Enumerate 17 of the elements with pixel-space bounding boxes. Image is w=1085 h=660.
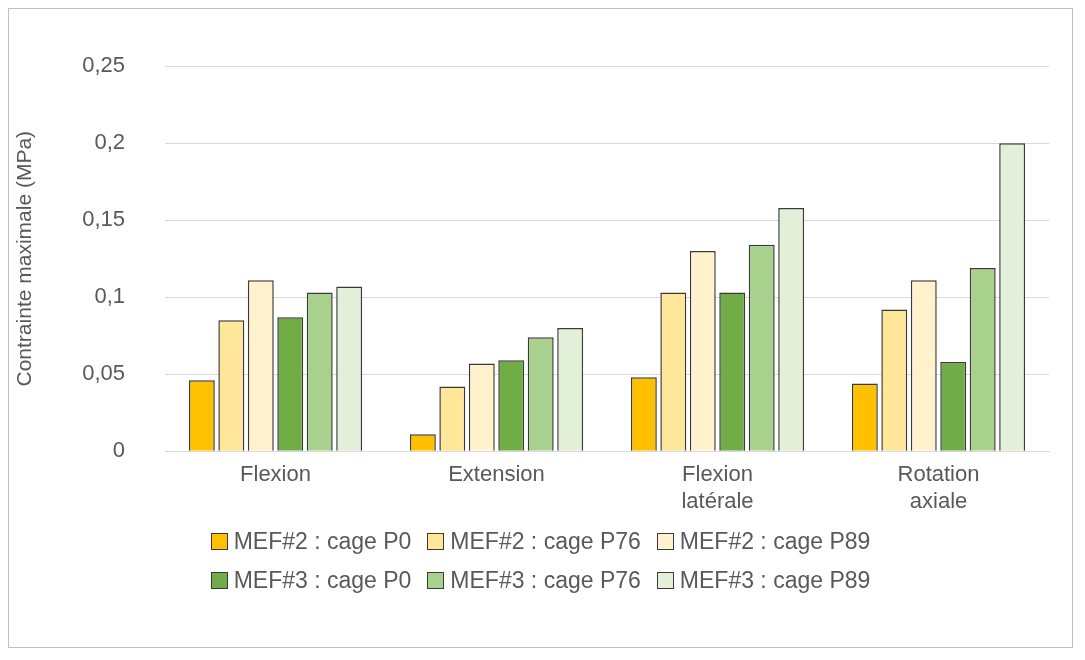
y-tick-label: 0,15	[82, 206, 126, 232]
y-axis-title: Contrainte maximale (MPa)	[12, 130, 36, 387]
legend-label: MEF#2 : cage P89	[679, 528, 871, 555]
x-tick-label: Flexion	[240, 461, 311, 487]
legend-label: MEF#2 : cage P0	[233, 528, 412, 555]
legend-label: MEF#3 : cage P89	[679, 567, 871, 594]
y-tick-label: 0,05	[82, 360, 126, 386]
y-tick-label: 0,25	[82, 52, 126, 78]
x-tick-label: Rotation axiale	[897, 461, 980, 513]
x-tick-label: Flexion latérale	[681, 461, 754, 513]
y-tick-label: 0	[112, 437, 126, 463]
legend-label: MEF#3 : cage P0	[233, 567, 412, 594]
x-tick-label: Extension	[448, 461, 545, 487]
y-tick-label: 0,1	[94, 283, 126, 309]
legend-label: MEF#2 : cage P76	[450, 528, 641, 555]
y-tick-label: 0,2	[94, 129, 126, 155]
legend-label: MEF#3 : cage P76	[450, 567, 641, 594]
